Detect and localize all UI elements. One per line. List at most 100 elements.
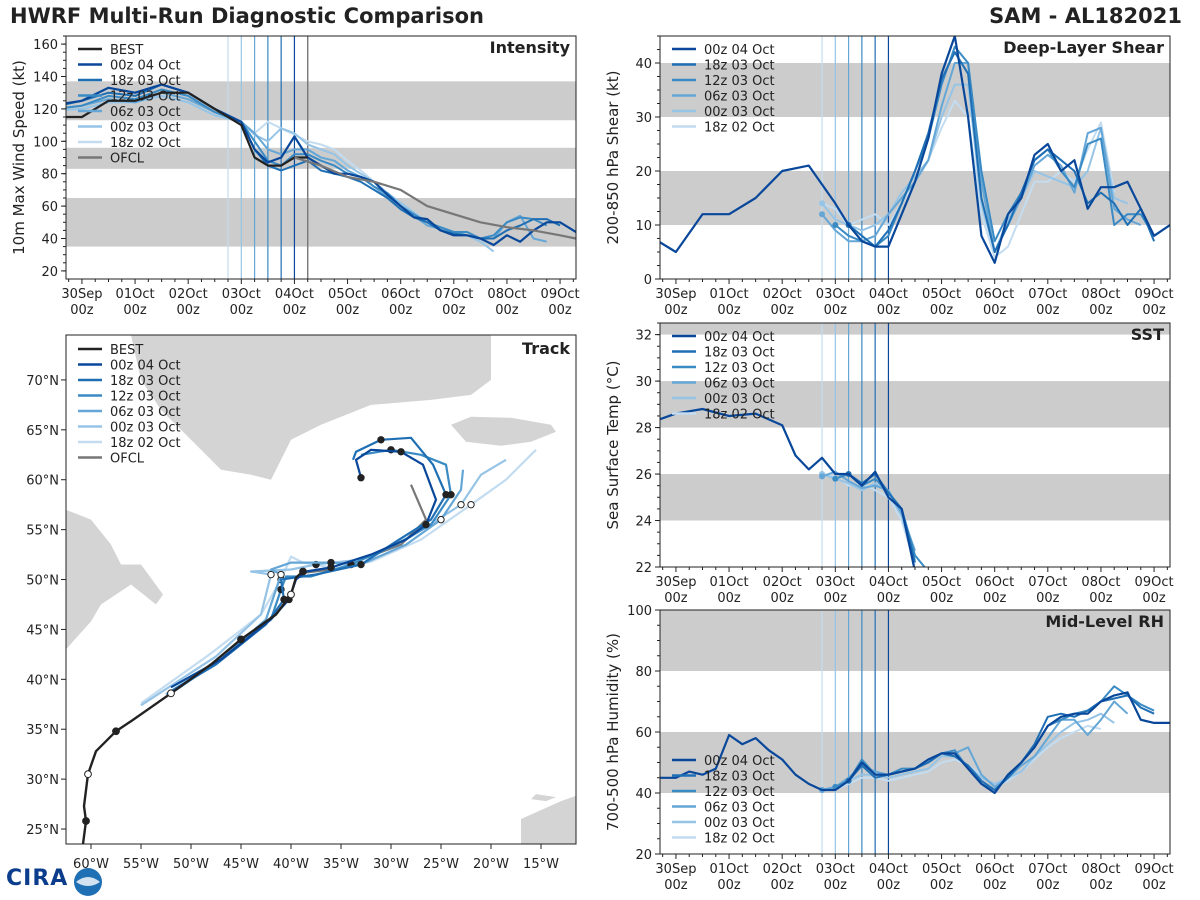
intensity-title: Intensity [490, 38, 571, 57]
sst-ytick-label: 24 [635, 515, 652, 530]
legend-label: 12z 03 Oct [704, 785, 775, 800]
rh-ytick-label: 20 [635, 848, 652, 863]
track-xtick-label: 50°W [173, 857, 209, 872]
intensity-best-line [66, 91, 308, 167]
rh-xtick-day: 30Sep [655, 862, 696, 877]
intensity-xtick-day: 02Oct [169, 287, 208, 302]
shear-xtick-day: 05Oct [922, 287, 961, 302]
sst-xtick-hour: 00z [983, 591, 1007, 606]
rh-ylabel: 700-500 hPa Humidity (%) [604, 633, 622, 831]
sst-ytick-label: 28 [635, 422, 652, 437]
intensity-band [66, 198, 576, 247]
rh-xtick-hour: 00z [824, 878, 848, 893]
track-marker [267, 570, 275, 579]
intensity-xtick-hour: 00z [283, 303, 307, 318]
intensity-xtick-day: 03Oct [222, 287, 261, 302]
track-marker [422, 520, 430, 529]
track-xtick-label: 15°W [523, 857, 559, 872]
rh-ytick-label: 60 [635, 726, 652, 741]
sst-xtick-hour: 00z [1142, 591, 1166, 606]
shear-xtick-hour: 00z [664, 303, 688, 318]
legend-label: 18z 02 Oct [704, 121, 775, 136]
track-xtick-label: 20°W [473, 857, 509, 872]
track-frame [65, 334, 577, 845]
shear-xtick-hour: 00z [1089, 303, 1113, 318]
shear-xtick-hour: 00z [983, 303, 1007, 318]
shear-ytick-label: 40 [635, 57, 652, 72]
track-xtick-label: 45°W [223, 857, 259, 872]
shear-ytick-label: 0 [644, 273, 652, 288]
shear-xtick-day: 02Oct [763, 287, 802, 302]
legend-label: 12z 03 Oct [110, 90, 181, 105]
rh-xtick-hour: 00z [983, 878, 1007, 893]
track-best-marker [287, 590, 295, 599]
sst-xtick-hour: 00z [771, 591, 795, 606]
shear-panel: 01020304030Sep00z01Oct00z02Oct00z03Oct00… [604, 35, 1174, 318]
rh-xtick-hour: 00z [1142, 878, 1166, 893]
track-plot-area [66, 335, 576, 844]
track-marker [327, 563, 335, 572]
sst-band [660, 474, 1170, 521]
rh-xtick-day: 04Oct [869, 862, 908, 877]
sst-xtick-day: 05Oct [922, 575, 961, 590]
track-marker [357, 474, 365, 482]
legend-label: 06z 03 Oct [704, 801, 775, 816]
rh-series-3 [821, 700, 1129, 791]
sst-xtick-hour: 00z [930, 591, 954, 606]
legend-label: 12z 03 Oct [704, 361, 775, 376]
rh-ytick-label: 100 [627, 604, 652, 619]
land-canary [531, 794, 556, 802]
sst-ytick-label: 32 [635, 329, 652, 344]
intensity-ytick-label: 120 [33, 103, 58, 118]
intensity-ytick-label: 160 [33, 38, 58, 53]
sst-xtick-hour: 00z [877, 591, 901, 606]
legend-label: 18z 03 Oct [704, 346, 775, 361]
sst-xtick-hour: 00z [1089, 591, 1113, 606]
legend-label: 00z 04 Oct [110, 359, 181, 374]
shear-ytick-label: 10 [635, 219, 652, 234]
shear-xtick-day: 03Oct [816, 287, 855, 302]
sst-xtick-day: 01Oct [710, 575, 749, 590]
rh-xtick-day: 01Oct [710, 862, 749, 877]
track-ytick-label: 50°N [26, 574, 59, 589]
legend-label: 00z 03 Oct [110, 421, 181, 436]
sst-series-marker [832, 475, 839, 482]
rh-xtick-hour: 00z [877, 878, 901, 893]
shear-series-marker [819, 211, 826, 218]
track-ytick-label: 35°N [26, 723, 59, 738]
rh-plot-area [660, 610, 1170, 854]
track-xtick-label: 35°W [323, 857, 359, 872]
track-best-marker [237, 635, 245, 644]
sst-xtick-hour: 00z [664, 591, 688, 606]
sst-plot-area [660, 323, 1170, 567]
rh-xtick-hour: 00z [771, 878, 795, 893]
rh-xtick-hour: 00z [1036, 878, 1060, 893]
intensity-plot-area [66, 36, 576, 279]
track-ytick-label: 65°N [26, 424, 59, 439]
sst-xtick-hour: 00z [1036, 591, 1060, 606]
rh-title: Mid-Level RH [1045, 612, 1164, 631]
shear-xtick-hour: 00z [1036, 303, 1060, 318]
track-ytick-label: 45°N [26, 623, 59, 638]
intensity-ytick-label: 140 [33, 71, 58, 86]
legend-label: OFCL [110, 452, 145, 467]
legend-label: 18z 02 Oct [704, 832, 775, 847]
track-ytick-label: 55°N [26, 524, 59, 539]
rh-xtick-day: 09Oct [1135, 862, 1174, 877]
shear-series-marker [819, 200, 826, 207]
legend-label: 00z 03 Oct [110, 121, 181, 136]
intensity-ytick-label: 100 [33, 135, 58, 150]
track-xtick-label: 30°W [373, 857, 409, 872]
legend-label: 00z 03 Oct [704, 392, 775, 407]
track-best-marker [82, 817, 90, 825]
storm-id: SAM - AL182021 [989, 4, 1182, 28]
legend-label: 18z 03 Oct [110, 74, 181, 89]
intensity-xtick-hour: 00z [70, 303, 94, 318]
land-greenland [131, 335, 491, 480]
shear-xtick-day: 30Sep [655, 287, 696, 302]
shear-series-2 [834, 45, 1155, 248]
